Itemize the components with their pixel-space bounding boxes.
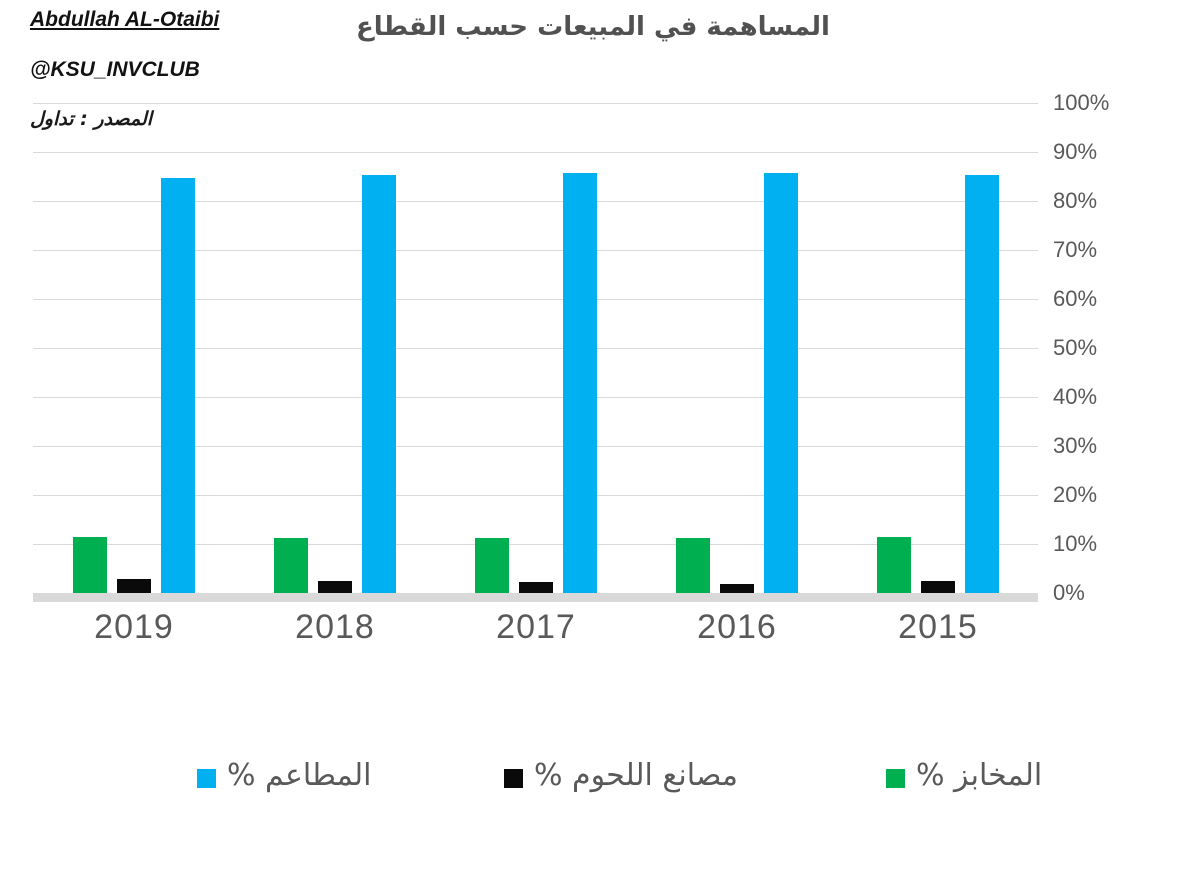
y-tick-label-70: 70% (1053, 237, 1098, 262)
legend-swatch-restaurants (197, 768, 216, 788)
bar-bakeries-2017 (475, 538, 509, 593)
legend-label-meat-factories: مصانع اللحوم % (534, 757, 738, 793)
gridline (33, 299, 1038, 300)
gridline (33, 250, 1038, 251)
gridline (33, 201, 1038, 202)
legend-swatch-meat-factories (504, 768, 523, 788)
legend-label-restaurants: المطاعم % (227, 757, 372, 793)
gridline (33, 446, 1038, 447)
bar-meat-factories-2019 (117, 579, 151, 593)
bar-bakeries-2018 (274, 538, 308, 593)
y-tick-label-10: 10% (1053, 531, 1098, 556)
gridline (33, 495, 1038, 496)
gridline (33, 348, 1038, 349)
legend-label-bakeries: المخابز % (916, 757, 1043, 793)
bar-meat-factories-2017 (519, 582, 553, 593)
gridline (33, 397, 1038, 398)
plot-area (33, 103, 1038, 602)
x-axis-label-2019: 2019 (94, 608, 174, 646)
gridline (33, 544, 1038, 545)
bar-restaurants-2015 (965, 174, 999, 593)
y-tick-label-60: 60% (1053, 286, 1098, 311)
x-axis-label-2015: 2015 (898, 608, 978, 646)
twitter-handle: @KSU_INVCLUB (30, 58, 200, 81)
gridline (33, 103, 1038, 104)
gridline (33, 152, 1038, 153)
bar-meat-factories-2015 (921, 580, 955, 593)
bar-bakeries-2019 (73, 537, 107, 593)
y-tick-label-100: 100% (1053, 90, 1110, 115)
bar-meat-factories-2018 (318, 580, 352, 593)
y-tick-label-80: 80% (1053, 188, 1098, 213)
y-tick-label-20: 20% (1053, 482, 1098, 507)
bar-restaurants-2018 (362, 174, 396, 593)
legend-item-restaurants: المطاعم % (197, 752, 371, 798)
x-axis-baseline (33, 593, 1038, 602)
bar-restaurants-2016 (764, 172, 798, 593)
author-name: Abdullah AL-Otaibi (30, 8, 220, 31)
bar-meat-factories-2016 (720, 584, 754, 593)
source-note: المصدر : تداول (30, 108, 153, 130)
legend-item-meat-factories: مصانع اللحوم % (504, 752, 738, 798)
y-tick-label-90: 90% (1053, 139, 1098, 164)
bar-bakeries-2015 (877, 537, 911, 593)
y-tick-label-30: 30% (1053, 433, 1098, 458)
y-tick-label-50: 50% (1053, 335, 1098, 360)
legend-swatch-bakeries (886, 768, 905, 788)
legend-item-bakeries: المخابز % (886, 752, 1042, 798)
x-axis-label-2017: 2017 (496, 608, 576, 646)
chart-title: المساهمة في المبيعات حسب القطاع (356, 12, 830, 42)
bar-bakeries-2016 (676, 538, 710, 593)
bar-restaurants-2017 (563, 173, 597, 593)
y-tick-label-40: 40% (1053, 384, 1098, 409)
y-tick-label-0: 0% (1053, 580, 1085, 605)
x-axis-label-2016: 2016 (697, 608, 777, 646)
bar-restaurants-2019 (161, 178, 195, 593)
x-axis-label-2018: 2018 (295, 608, 375, 646)
